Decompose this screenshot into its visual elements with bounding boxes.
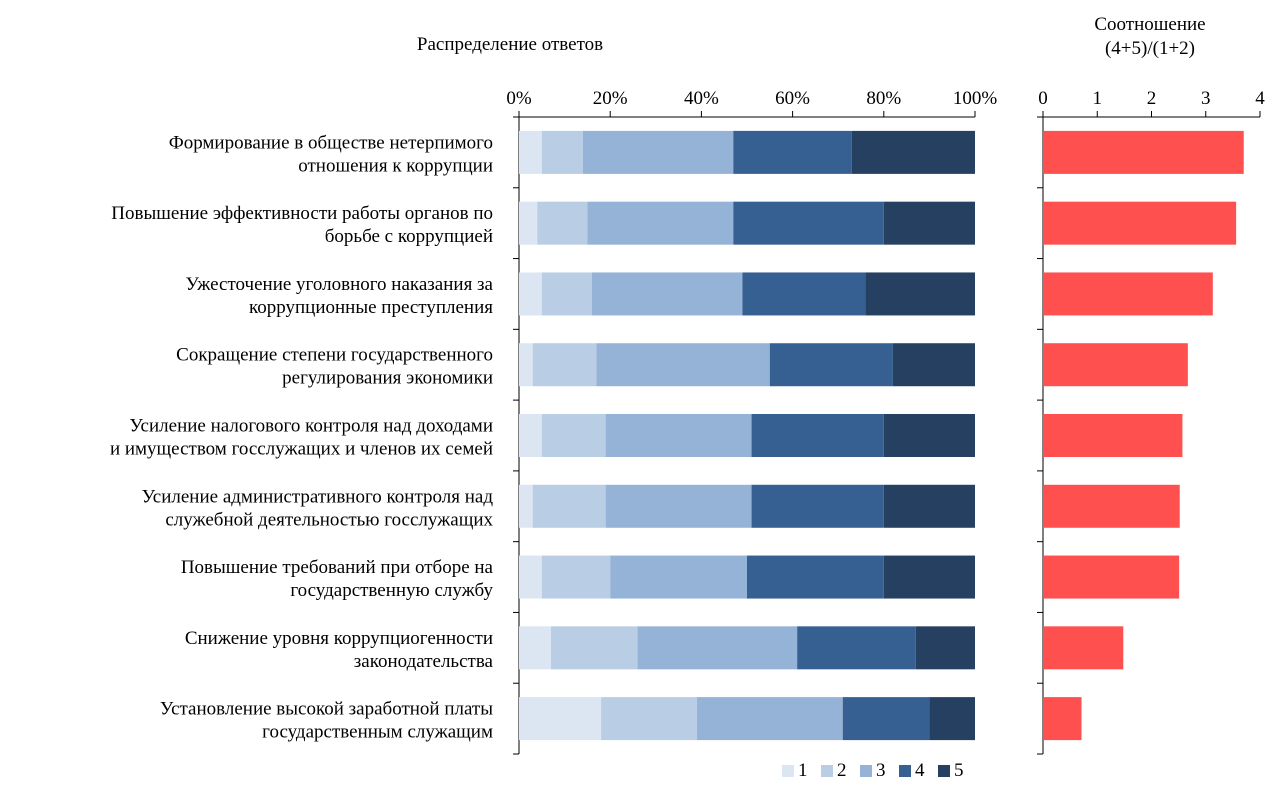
bar-segment-2	[532, 343, 597, 387]
bar-segment-3	[605, 414, 752, 457]
main-x-tick-label: 40%	[684, 88, 719, 109]
ratio-x-tick-label: 0	[1038, 88, 1048, 109]
ratio-chart: Соотношение (4+5)/(1+2) 0 1 2 3 4	[1037, 14, 1265, 755]
bar-segment-3	[582, 130, 734, 174]
ratio-bar	[1043, 272, 1213, 316]
bar-segment-4	[797, 626, 916, 670]
main-x-tick-label: 60%	[775, 88, 810, 109]
bar-segment-2	[550, 626, 638, 670]
legend-swatch-4	[899, 765, 911, 777]
bar-segment-5	[883, 414, 975, 457]
bar-segment-5	[883, 484, 975, 528]
bar-segment-1	[519, 414, 542, 457]
ratio-x-tick-label: 3	[1201, 88, 1211, 109]
bar-segment-2	[541, 130, 583, 174]
bar-segment-2	[541, 555, 611, 599]
bar-segment-1	[519, 626, 551, 670]
bar-segment-4	[733, 130, 852, 174]
ratio-bar	[1043, 555, 1180, 599]
category-label: Установление высокой заработной платы гос…	[160, 699, 493, 743]
bar-segment-4	[751, 414, 884, 457]
main-x-tick-label: 80%	[866, 88, 901, 109]
bar-segment-5	[883, 555, 975, 599]
bar-segment-3	[596, 343, 770, 387]
ratio-bar	[1043, 626, 1124, 670]
category-label: Сокращение степени государственного регул…	[176, 345, 493, 389]
bar-segment-3	[610, 555, 747, 599]
category-label: Повышение эффективности работы органов п…	[111, 203, 493, 247]
ratio-bar	[1043, 697, 1082, 741]
legend-label-4: 4	[915, 760, 925, 781]
bar-segment-3	[587, 201, 734, 245]
bar-segment-2	[541, 414, 606, 457]
bar-segment-4	[769, 343, 893, 387]
bar-segment-5	[865, 272, 975, 316]
bar-segment-5	[915, 626, 975, 670]
bar-segment-5	[883, 201, 975, 245]
bar-segment-1	[519, 272, 542, 316]
bar-segment-1	[519, 697, 602, 741]
legend: 1 2 3 4 5	[782, 760, 964, 781]
category-label: Усиление административного контроля над с…	[142, 486, 494, 530]
bar-segment-5	[892, 343, 975, 387]
bar-segment-1	[519, 130, 542, 174]
ratio-bar	[1043, 484, 1180, 528]
distribution-chart: Распределение ответов 0% 20% 40% 60% 80% 100% Ф…	[110, 34, 998, 755]
legend-label-3: 3	[876, 760, 886, 781]
ratio-bar	[1043, 201, 1237, 245]
bar-segment-1	[519, 555, 542, 599]
legend-swatch-5	[938, 765, 950, 777]
bar-segment-4	[742, 272, 866, 316]
bar-segment-4	[747, 555, 884, 599]
category-label: Повышение требований при отборе на госуда…	[181, 557, 494, 601]
bar-segment-4	[842, 697, 930, 741]
main-x-tick-label: 20%	[593, 88, 628, 109]
bar-segment-2	[601, 697, 697, 741]
bar-segment-3	[591, 272, 743, 316]
bar-segment-3	[696, 697, 843, 741]
ratio-bar	[1043, 343, 1188, 387]
legend-label-5: 5	[954, 760, 964, 781]
ratio-chart-title: Соотношение (4+5)/(1+2)	[1094, 14, 1205, 59]
legend-swatch-2	[821, 765, 833, 777]
bar-segment-4	[733, 201, 884, 245]
bar-segment-5	[851, 130, 975, 174]
bar-segment-2	[537, 201, 588, 245]
bar-segment-3	[605, 484, 752, 528]
bar-segment-3	[637, 626, 798, 670]
bar-segment-1	[519, 201, 538, 245]
legend-label-2: 2	[837, 760, 847, 781]
bar-segment-5	[929, 697, 975, 741]
category-label: Снижение уровня коррупциогенности законод…	[185, 628, 494, 672]
bar-segment-4	[751, 484, 884, 528]
ratio-x-tick-label: 4	[1255, 88, 1265, 109]
ratio-bar	[1043, 414, 1183, 457]
bar-segment-1	[519, 343, 533, 387]
ratio-x-tick-label: 2	[1147, 88, 1157, 109]
ratio-bar	[1043, 130, 1244, 174]
main-x-tick-label: 0%	[506, 88, 532, 109]
bar-segment-1	[519, 484, 533, 528]
category-label: Формирование в обществе нетерпимого отнош…	[169, 132, 493, 176]
legend-swatch-1	[782, 765, 794, 777]
category-label: Ужесточение уголовного наказания за корру…	[185, 274, 493, 318]
category-label: Усиление налогового контроля над доходам…	[110, 416, 493, 460]
main-x-tick-label: 100%	[953, 88, 998, 109]
legend-label-1: 1	[798, 760, 808, 781]
main-chart-title: Распределение ответов	[417, 34, 603, 55]
legend-swatch-3	[860, 765, 872, 777]
ratio-x-tick-label: 1	[1093, 88, 1103, 109]
bar-segment-2	[541, 272, 592, 316]
bar-segment-2	[532, 484, 606, 528]
